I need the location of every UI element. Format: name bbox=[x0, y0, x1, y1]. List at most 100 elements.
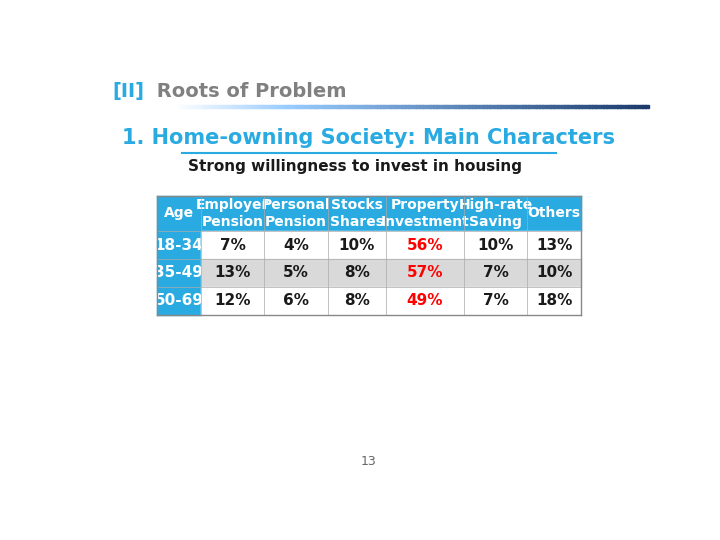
Bar bbox=[374, 105, 378, 109]
Bar bbox=[517, 105, 521, 109]
Bar bbox=[310, 105, 314, 109]
Bar bbox=[213, 105, 216, 109]
Bar bbox=[294, 105, 297, 109]
Bar bbox=[623, 105, 626, 109]
Bar bbox=[620, 105, 624, 109]
Text: Roots of Problem: Roots of Problem bbox=[150, 82, 347, 102]
Text: 7%: 7% bbox=[483, 293, 508, 308]
Bar bbox=[266, 105, 269, 109]
Bar bbox=[99, 105, 102, 109]
Bar bbox=[336, 105, 339, 109]
Bar bbox=[328, 231, 386, 259]
Text: Personal
Pension: Personal Pension bbox=[261, 198, 330, 228]
Bar bbox=[526, 105, 528, 109]
Bar bbox=[598, 105, 601, 109]
Bar bbox=[361, 105, 364, 109]
Bar bbox=[534, 105, 537, 109]
Bar bbox=[140, 105, 143, 109]
Bar bbox=[243, 105, 247, 109]
Text: High-rate
Saving: High-rate Saving bbox=[459, 198, 533, 228]
Bar bbox=[324, 105, 328, 109]
Bar bbox=[405, 105, 409, 109]
Bar bbox=[422, 105, 426, 109]
Text: 12%: 12% bbox=[215, 293, 251, 308]
Bar bbox=[188, 105, 191, 109]
Bar bbox=[285, 105, 289, 109]
Text: 13%: 13% bbox=[215, 265, 251, 280]
Bar bbox=[453, 105, 456, 109]
Bar bbox=[425, 105, 428, 109]
Bar bbox=[492, 105, 495, 109]
Bar bbox=[447, 105, 451, 109]
Text: 18%: 18% bbox=[536, 293, 572, 308]
Bar bbox=[171, 105, 174, 109]
Bar bbox=[143, 105, 146, 109]
Bar bbox=[394, 105, 397, 109]
Bar bbox=[260, 105, 264, 109]
Bar bbox=[523, 105, 526, 109]
Bar bbox=[358, 105, 361, 109]
Bar bbox=[282, 105, 286, 109]
Bar bbox=[547, 105, 551, 109]
Bar bbox=[112, 105, 116, 109]
Bar bbox=[138, 105, 141, 109]
Bar bbox=[202, 105, 205, 109]
Text: 6%: 6% bbox=[283, 293, 309, 308]
Text: 13%: 13% bbox=[536, 238, 572, 253]
Bar bbox=[366, 105, 369, 109]
Bar bbox=[264, 287, 328, 315]
Bar bbox=[174, 105, 177, 109]
Bar bbox=[166, 105, 168, 109]
Text: 8%: 8% bbox=[344, 265, 370, 280]
Bar bbox=[570, 105, 573, 109]
Bar bbox=[629, 105, 632, 109]
Bar bbox=[297, 105, 300, 109]
Bar bbox=[419, 105, 423, 109]
Bar bbox=[508, 105, 512, 109]
Bar bbox=[486, 105, 490, 109]
Bar bbox=[531, 105, 534, 109]
Bar bbox=[154, 105, 158, 109]
Bar bbox=[495, 105, 498, 109]
Bar bbox=[240, 105, 244, 109]
Bar bbox=[157, 231, 201, 259]
Text: Others: Others bbox=[528, 206, 581, 220]
Bar bbox=[269, 105, 272, 109]
Bar bbox=[160, 105, 163, 109]
Bar bbox=[264, 231, 328, 259]
Bar bbox=[168, 105, 171, 109]
Bar bbox=[313, 105, 317, 109]
Text: Age: Age bbox=[164, 206, 194, 220]
Bar bbox=[511, 105, 515, 109]
Bar bbox=[176, 105, 180, 109]
Bar bbox=[238, 105, 241, 109]
Bar bbox=[235, 105, 238, 109]
Bar bbox=[264, 259, 328, 287]
Bar bbox=[277, 105, 280, 109]
Bar bbox=[464, 196, 528, 231]
Bar bbox=[115, 105, 119, 109]
Bar bbox=[96, 105, 99, 109]
Bar bbox=[380, 105, 384, 109]
Bar bbox=[581, 105, 585, 109]
Bar bbox=[481, 105, 484, 109]
Bar bbox=[408, 105, 411, 109]
Bar bbox=[107, 105, 110, 109]
Bar bbox=[264, 196, 328, 231]
Bar bbox=[483, 105, 487, 109]
Bar bbox=[464, 259, 528, 287]
Bar bbox=[352, 105, 356, 109]
Bar bbox=[369, 105, 372, 109]
Bar bbox=[182, 105, 186, 109]
Bar bbox=[572, 105, 576, 109]
Text: 57%: 57% bbox=[407, 265, 444, 280]
Bar bbox=[514, 105, 518, 109]
Bar bbox=[464, 105, 467, 109]
Bar bbox=[400, 105, 403, 109]
Bar bbox=[201, 259, 264, 287]
Bar bbox=[338, 105, 342, 109]
Bar bbox=[606, 105, 610, 109]
Bar bbox=[464, 231, 528, 259]
Bar bbox=[124, 105, 127, 109]
Bar bbox=[201, 196, 264, 231]
